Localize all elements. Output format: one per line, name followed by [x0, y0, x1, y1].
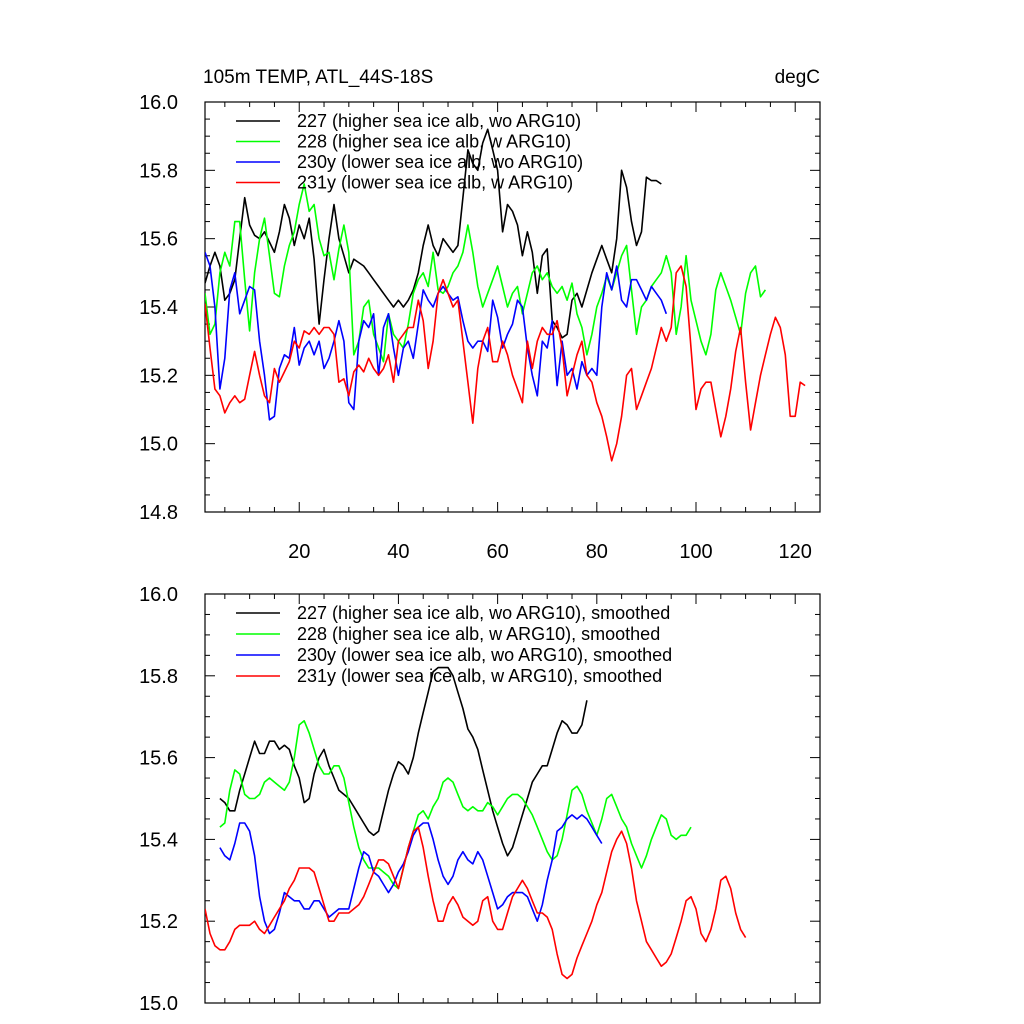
legend: 227 (higher sea ice alb, wo ARG10)228 (h…	[236, 111, 583, 193]
y-tick-label: 15.4	[139, 829, 178, 851]
y-tick-label: 16.0	[139, 584, 178, 606]
series-line-4	[205, 826, 747, 980]
series-group	[205, 666, 747, 980]
units-label: degC	[775, 67, 820, 88]
legend: 227 (higher sea ice alb, wo ARG10), smoo…	[236, 603, 672, 686]
series-line-2	[205, 183, 767, 363]
legend-label-3: 230y (lower sea ice alb, wo ARG10)	[297, 152, 583, 172]
series-line-1	[205, 128, 662, 339]
x-tick-label: 60	[486, 541, 508, 563]
y-tick-label: 15.6	[139, 748, 178, 770]
top-panel: 105m TEMP, ATL_44S-18S degC 14.8 15.0 15.2…	[139, 67, 821, 563]
series-line-1	[219, 666, 588, 857]
series-group	[205, 128, 806, 462]
legend-label-1: 227 (higher sea ice alb, wo ARG10), smoo…	[297, 603, 670, 623]
bottom-panel: 15.0 15.2 15.4 15.6 15.8 16.0 227 (higher sea …	[139, 584, 821, 1015]
x-tick-label: 20	[288, 541, 310, 563]
legend-label-4: 231y (lower sea ice alb, w ARG10), smoot…	[297, 666, 662, 686]
y-tick-label: 15.2	[139, 365, 178, 387]
series-line-4	[205, 265, 806, 462]
x-tick-label: 40	[387, 541, 409, 563]
legend-label-2: 228 (higher sea ice alb, w ARG10), smoot…	[297, 624, 660, 644]
legend-label-4: 231y (lower sea ice alb, w ARG10)	[297, 173, 573, 193]
y-tick-label: 16.0	[139, 92, 178, 114]
panel-title: 105m TEMP, ATL_44S-18S	[203, 67, 433, 88]
x-tick-label: 80	[586, 541, 608, 563]
y-tick-label: 15.8	[139, 160, 178, 182]
series-line-3	[205, 252, 668, 421]
y-tick-label: 14.8	[139, 502, 178, 524]
y-tick-label: 15.4	[139, 297, 178, 319]
top-plot-area: 14.8 15.0 15.2 15.4 15.6 15.8 16.0 20 40 60 80 100 1…	[139, 92, 821, 563]
bottom-plot-area: 15.0 15.2 15.4 15.6 15.8 16.0 227 (higher sea …	[139, 584, 821, 1015]
series-line-2	[219, 719, 692, 890]
legend-label-2: 228 (higher sea ice alb, w ARG10)	[297, 132, 571, 152]
y-tick-label: 15.2	[139, 911, 178, 933]
y-tick-label: 15.8	[139, 666, 178, 688]
legend-label-1: 227 (higher sea ice alb, wo ARG10)	[297, 111, 581, 131]
y-tick-label: 15.0	[139, 993, 178, 1015]
x-tick-label: 120	[779, 541, 812, 563]
series-line-3	[219, 814, 603, 935]
y-tick-label: 15.0	[139, 434, 178, 456]
legend-label-3: 230y (lower sea ice alb, wo ARG10), smoo…	[297, 645, 672, 665]
y-tick-label: 15.6	[139, 229, 178, 251]
x-tick-label: 100	[679, 541, 712, 563]
